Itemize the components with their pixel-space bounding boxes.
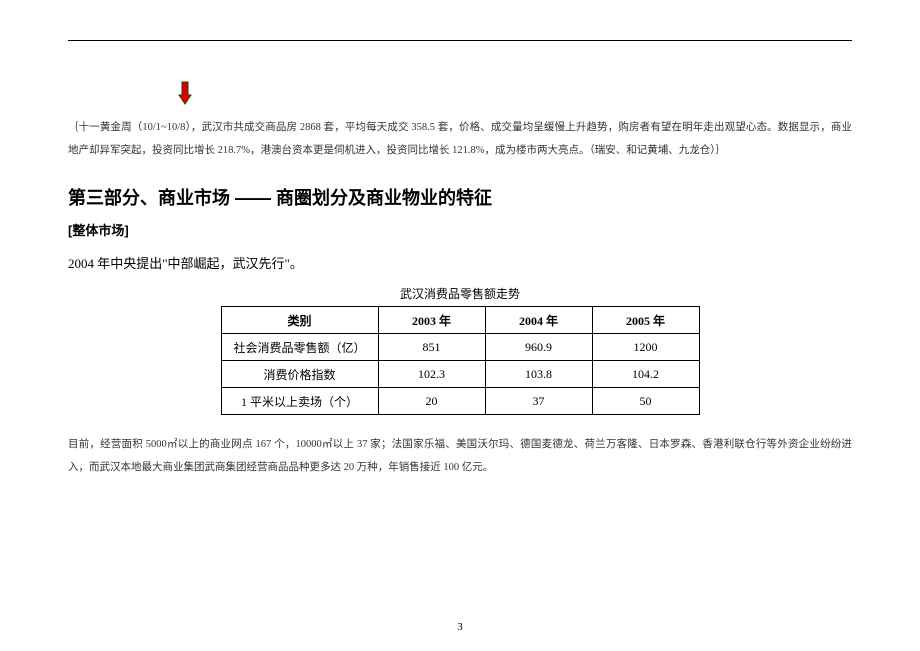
table-cell: 50: [592, 388, 699, 415]
section-heading: 第三部分、商业市场 —— 商圈划分及商业物业的特征: [68, 184, 852, 210]
down-arrow-icon: [178, 81, 192, 105]
table-row: 社会消费品零售额（亿） 851 960.9 1200: [221, 334, 699, 361]
table-cell: 104.2: [592, 361, 699, 388]
commercial-outlets-paragraph: 目前，经营面积 5000㎡以上的商业网点 167 个，10000㎡以上 37 家…: [68, 433, 852, 479]
sub-market-label: [整体市场]: [68, 220, 852, 239]
table-cell: 1200: [592, 334, 699, 361]
table-cell: 851: [378, 334, 485, 361]
table-cell: 37: [485, 388, 592, 415]
table-caption: 武汉消费品零售额走势: [68, 285, 852, 302]
document-page: ｛十一黄金周（10/1~10/8），武汉市共成交商品房 2868 套，平均每天成…: [0, 0, 920, 510]
header-rule: [68, 40, 852, 41]
table-header-row: 类别 2003 年 2004 年 2005 年: [221, 307, 699, 334]
golden-week-paragraph: ｛十一黄金周（10/1~10/8），武汉市共成交商品房 2868 套，平均每天成…: [68, 116, 852, 162]
table-cell: 960.9: [485, 334, 592, 361]
col-header-2003: 2003 年: [378, 307, 485, 334]
table-cell: 103.8: [485, 361, 592, 388]
policy-statement: 2004 年中央提出"中部崛起，武汉先行"。: [68, 252, 852, 275]
table-cell: 1 平米以上卖场（个）: [221, 388, 378, 415]
col-header-2004: 2004 年: [485, 307, 592, 334]
table-cell: 消费价格指数: [221, 361, 378, 388]
retail-sales-table: 类别 2003 年 2004 年 2005 年 社会消费品零售额（亿） 851 …: [221, 306, 700, 415]
col-header-2005: 2005 年: [592, 307, 699, 334]
table-cell: 20: [378, 388, 485, 415]
table-cell: 102.3: [378, 361, 485, 388]
table-cell: 社会消费品零售额（亿）: [221, 334, 378, 361]
table-row: 1 平米以上卖场（个） 20 37 50: [221, 388, 699, 415]
table-row: 消费价格指数 102.3 103.8 104.2: [221, 361, 699, 388]
page-number: 3: [0, 621, 920, 633]
col-header-category: 类别: [221, 307, 378, 334]
arrow-marker: [68, 81, 852, 105]
